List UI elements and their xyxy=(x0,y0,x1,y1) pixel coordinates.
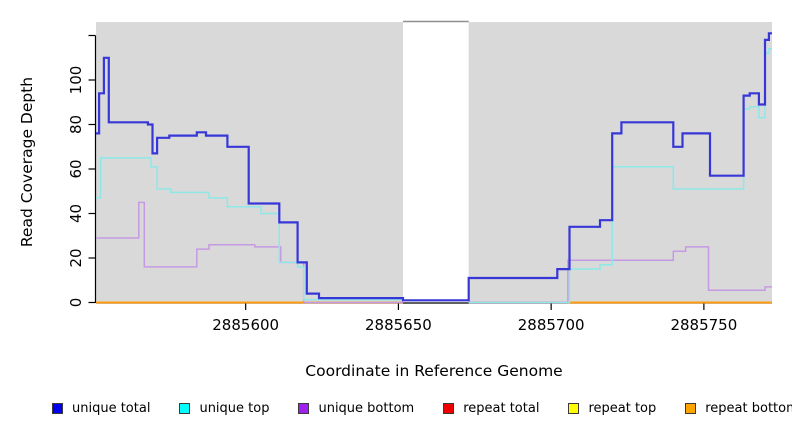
legend-item-unique-bottom: unique bottom xyxy=(298,401,414,416)
legend-label: unique top xyxy=(199,400,270,416)
series-line-unique-bottom xyxy=(468,246,772,304)
series-line-unique-total xyxy=(96,32,772,302)
y-tick-label: 100 xyxy=(67,66,85,95)
y-tick-label: 60 xyxy=(67,159,85,178)
x-tick-label: 2885600 xyxy=(212,316,279,334)
y-tick-label: 0 xyxy=(67,298,85,308)
coverage-plot-canvas: 0 20 40 60 80 100 2885600 2885650 2885700 2885750 xyxy=(67,20,772,334)
legend-item-repeat-total: repeat total xyxy=(443,401,539,416)
legend-label: unique bottom xyxy=(318,400,415,416)
plot-background-right xyxy=(468,22,772,303)
unique-top-swatch-icon xyxy=(179,402,191,414)
repeat-top-swatch-icon xyxy=(568,402,580,414)
legend-label: repeat bottom xyxy=(705,400,792,416)
unique-total-swatch-icon xyxy=(52,402,63,414)
legend-label: unique total xyxy=(72,400,151,416)
legend-label: repeat top xyxy=(588,400,657,416)
y-tick-label: 80 xyxy=(67,115,85,134)
repeat-total-swatch-icon xyxy=(443,402,455,414)
legend-item-repeat-top: repeat top xyxy=(568,401,656,416)
x-axis-title: Coordinate in Reference Genome xyxy=(305,362,563,380)
series-line-unique-top xyxy=(96,157,403,301)
repeat-bottom-swatch-icon xyxy=(685,402,697,414)
x-tick-label: 2885750 xyxy=(670,316,737,334)
legend-item-unique-total: unique total xyxy=(52,401,150,416)
legend: unique total unique top unique bottom re… xyxy=(52,399,792,417)
legend-item-repeat-bottom: repeat bottom xyxy=(685,401,792,416)
x-tick-label: 2885650 xyxy=(365,316,432,334)
legend-item-unique-top: unique top xyxy=(179,401,269,416)
plot-svg: 0 20 40 60 80 100 2885600 2885650 2885700 2885750 xyxy=(67,20,772,334)
legend-label: repeat total xyxy=(463,400,540,416)
x-tick-label: 2885700 xyxy=(518,316,585,334)
y-tick-label: 20 xyxy=(67,248,85,267)
y-axis-title: Read Coverage Depth xyxy=(18,76,36,248)
unique-bottom-swatch-icon xyxy=(298,402,310,414)
y-tick-label: 40 xyxy=(67,204,85,223)
